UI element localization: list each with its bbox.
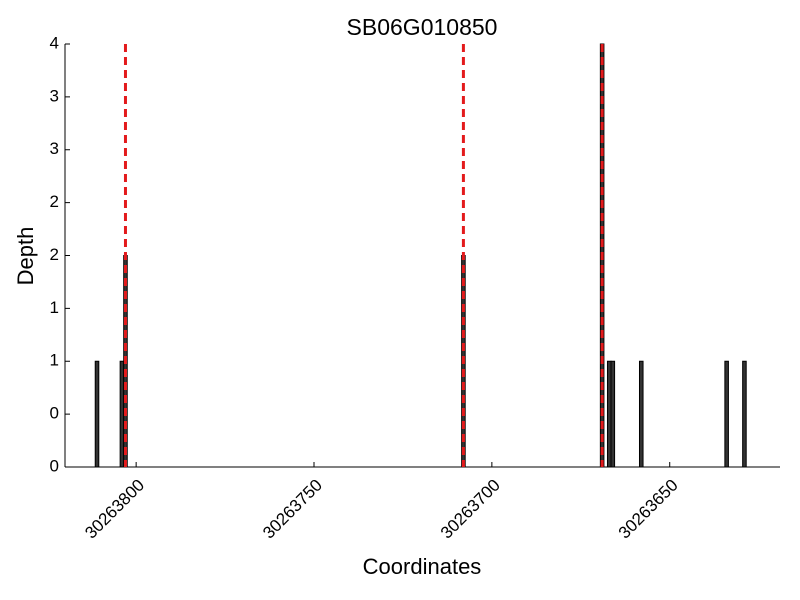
y-tick-label: 0 bbox=[50, 456, 59, 475]
bar bbox=[119, 360, 125, 468]
x-tick-label: 30263750 bbox=[259, 476, 326, 543]
bar bbox=[94, 360, 100, 468]
y-tick-label: 2 bbox=[50, 245, 59, 264]
y-axis-label: Depth bbox=[13, 227, 38, 286]
bar bbox=[724, 360, 729, 468]
bar bbox=[610, 360, 616, 468]
bar bbox=[638, 360, 644, 468]
y-tick-label: 3 bbox=[50, 139, 59, 158]
x-tick-label: 30263700 bbox=[437, 476, 504, 543]
chart-title: SB06G010850 bbox=[347, 14, 498, 40]
x-axis-label: Coordinates bbox=[363, 554, 482, 579]
y-tick-label: 0 bbox=[50, 404, 59, 423]
y-tick-label: 3 bbox=[50, 86, 59, 105]
y-tick-label: 4 bbox=[50, 33, 59, 52]
bar bbox=[742, 360, 747, 468]
x-tick-label: 30263650 bbox=[615, 476, 682, 543]
y-tick-label: 2 bbox=[50, 192, 59, 211]
y-tick-label: 1 bbox=[50, 351, 59, 370]
bar bbox=[606, 360, 612, 468]
x-tick-label: 30263800 bbox=[81, 476, 148, 543]
y-tick-label: 1 bbox=[50, 298, 59, 317]
